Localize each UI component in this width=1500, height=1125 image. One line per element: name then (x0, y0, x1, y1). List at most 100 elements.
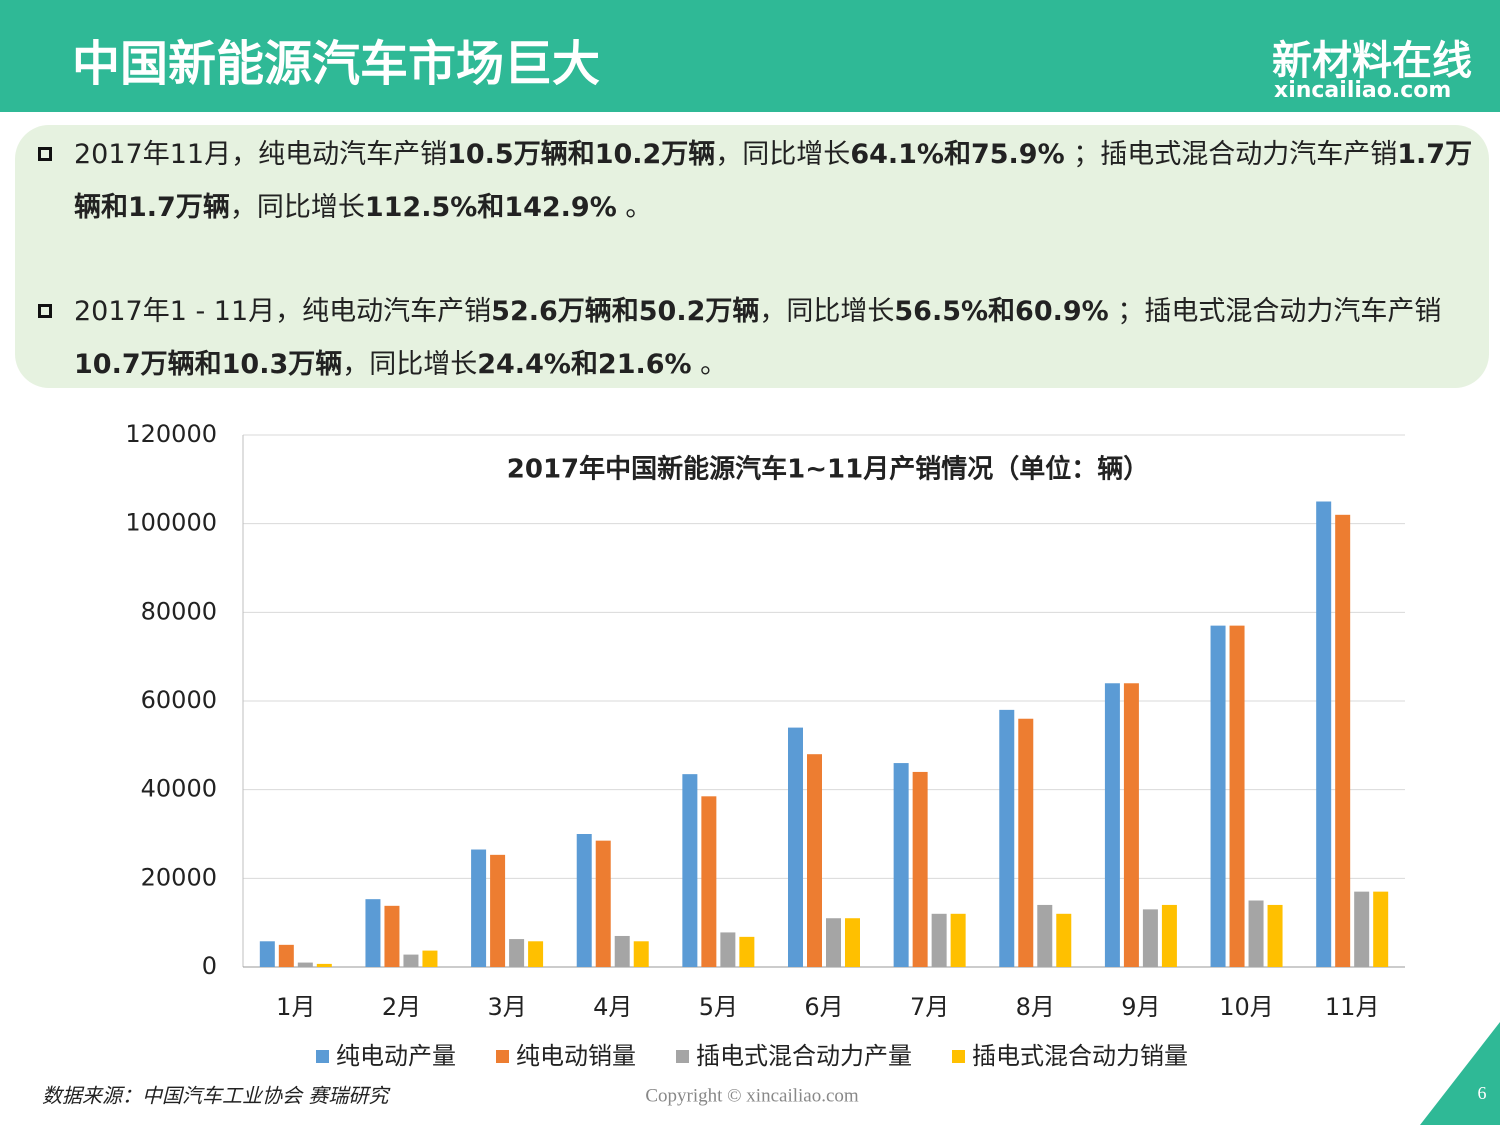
bar (1335, 514, 1351, 967)
bar (682, 774, 698, 967)
bar (999, 709, 1015, 967)
bullet: 2017年11月，纯电动汽车产销10.5万辆和10.2万辆，同比增长64.1%和… (38, 128, 1474, 234)
logo-url: xincailiao.com (1274, 78, 1452, 103)
bar (826, 918, 841, 967)
bar (1056, 913, 1072, 967)
bar (1373, 891, 1389, 967)
bar (893, 763, 909, 967)
legend-label: 插电式混合动力产量 (696, 1042, 912, 1070)
bar (807, 754, 822, 967)
legend-swatch (676, 1050, 689, 1063)
bar (509, 939, 525, 967)
summary-box (15, 125, 1489, 388)
bold-text: 52.6万辆和50.2万辆 (491, 296, 760, 327)
bar (614, 935, 630, 967)
y-tick-label: 0 (202, 952, 217, 980)
legend-swatch (496, 1050, 509, 1063)
bar (931, 913, 947, 967)
bar (259, 941, 275, 967)
corner-triangle (1420, 1022, 1500, 1125)
bar (739, 936, 755, 967)
bar (1104, 683, 1120, 967)
bar (1142, 909, 1158, 967)
text: ，同比增长 (715, 139, 851, 170)
bold-text: 56.5%和60.9% (894, 296, 1109, 327)
x-tick-label: 1月 (276, 993, 315, 1021)
bar (788, 727, 803, 967)
y-tick-label: 60000 (141, 686, 217, 714)
text: ；插电式混合动力汽车产销 (1108, 296, 1442, 327)
chart-title: 2017年中国新能源汽车1~11月产销情况（单位：辆） (507, 454, 1149, 485)
bar (1316, 501, 1332, 967)
bar (297, 962, 313, 967)
bold-text: 10.5万辆和10.2万辆 (447, 139, 716, 170)
text: ；插电式混合动力汽车产销 (1064, 139, 1398, 170)
text: ，同比增长 (759, 296, 895, 327)
legend-swatch (316, 1050, 329, 1063)
text: 2017年1 - 11月，纯电动汽车产销 (74, 296, 492, 327)
y-tick-label: 100000 (125, 509, 217, 537)
bullet-marker (38, 147, 52, 161)
bar (1037, 904, 1053, 967)
bar (950, 913, 966, 967)
text: 。 (691, 349, 728, 380)
bar (403, 954, 419, 967)
bold-text: 112.5%和142.9% (364, 192, 617, 223)
bar (912, 771, 928, 967)
bold-text: 64.1%和75.9% (850, 139, 1065, 170)
bar (1018, 718, 1034, 967)
x-tick-label: 6月 (804, 993, 843, 1021)
header: 中国新能源汽车市场巨大 新材料在线 xincailiao.com (0, 0, 1500, 112)
y-tick-label: 40000 (141, 775, 217, 803)
x-tick-label: 8月 (1016, 993, 1055, 1021)
copyright: Copyright © xincailiao.com (645, 1085, 859, 1106)
legend-label: 纯电动产量 (336, 1042, 456, 1070)
bar (1267, 904, 1283, 967)
text: 。 (616, 192, 653, 223)
text: ，同比增长 (342, 349, 478, 380)
legend-label: 纯电动销量 (516, 1042, 636, 1070)
bar (490, 854, 506, 967)
bar (1229, 625, 1245, 967)
y-tick-label: 20000 (141, 863, 217, 891)
legend-label: 插电式混合动力销量 (972, 1042, 1188, 1070)
page-number: 6 (1478, 1083, 1487, 1103)
bar (422, 950, 438, 967)
x-tick-label: 9月 (1121, 993, 1160, 1021)
slide-title: 中国新能源汽车市场巨大 (72, 36, 601, 92)
bar (701, 796, 717, 967)
bar (1161, 904, 1177, 967)
bar (316, 963, 332, 967)
bar (1123, 683, 1139, 967)
bullet-marker (38, 304, 52, 318)
bar (365, 899, 381, 967)
x-tick-label: 10月 (1219, 993, 1274, 1021)
text: 2017年11月，纯电动汽车产销 (74, 139, 448, 170)
x-tick-label: 2月 (382, 993, 421, 1021)
bar (528, 941, 544, 967)
y-tick-label: 120000 (125, 420, 217, 448)
bar (1210, 625, 1226, 967)
bar (845, 918, 860, 967)
x-tick-label: 3月 (487, 993, 526, 1021)
source: 数据来源：中国汽车工业协会 赛瑞研究 (42, 1084, 391, 1108)
x-tick-label: 7月 (910, 993, 949, 1021)
legend-swatch (952, 1050, 965, 1063)
x-tick-label: 4月 (593, 993, 632, 1021)
bar (471, 849, 487, 967)
x-tick-label: 5月 (699, 993, 738, 1021)
y-tick-label: 80000 (141, 597, 217, 625)
bar (576, 834, 592, 967)
bold-text: 1.7万辆和1.7万辆 (74, 139, 1473, 223)
bar (720, 932, 736, 967)
bar (384, 905, 400, 967)
bar (278, 944, 294, 967)
bar (633, 941, 649, 967)
bar (1354, 891, 1370, 967)
bar (1248, 900, 1264, 967)
logo: 新材料在线 (1272, 38, 1472, 84)
x-tick-label: 11月 (1325, 993, 1380, 1021)
bold-text: 10.7万辆和10.3万辆 (74, 349, 343, 380)
